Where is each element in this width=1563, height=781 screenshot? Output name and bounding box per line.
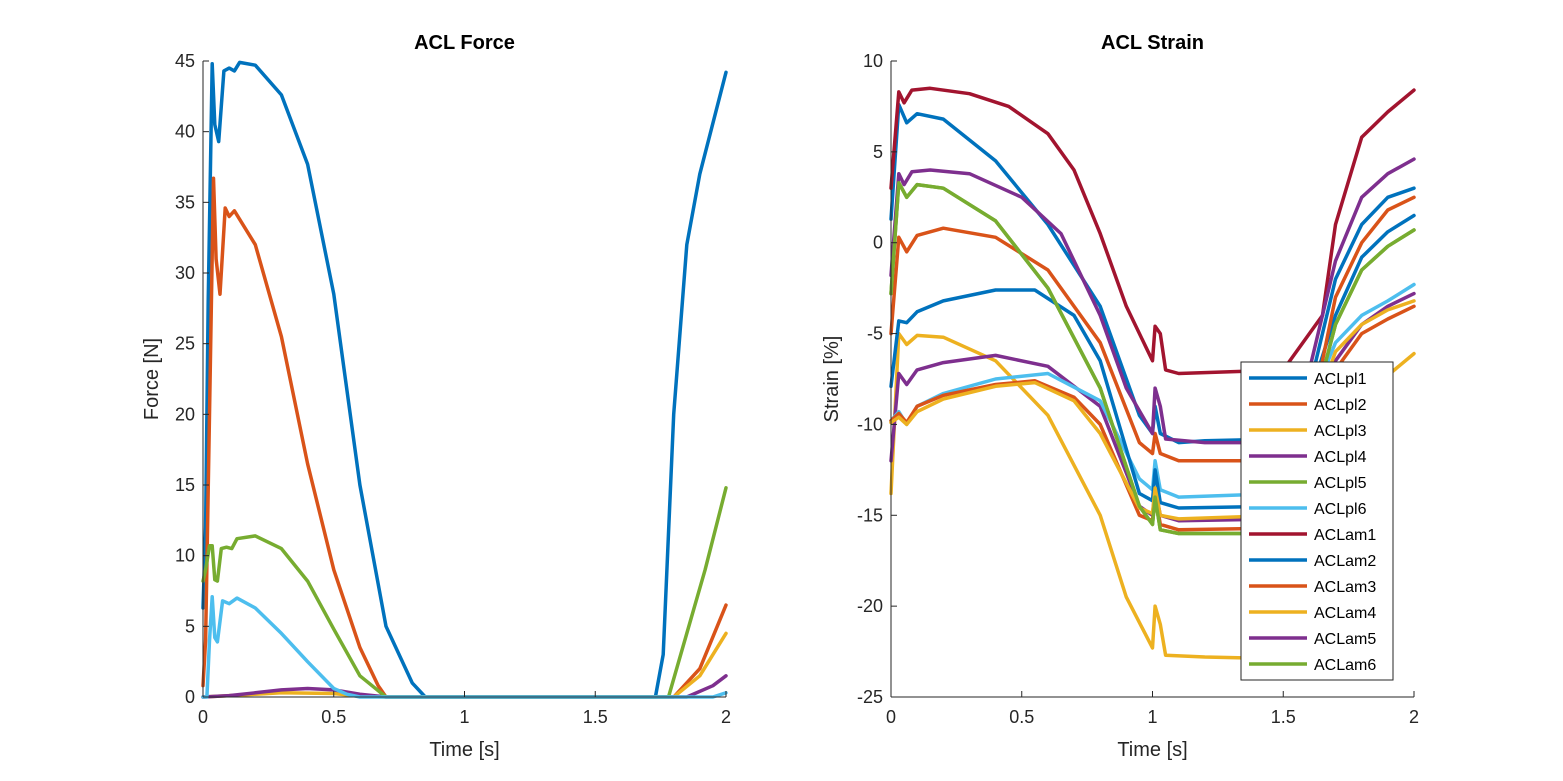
legend-label-aclam4: ACLam4: [1314, 605, 1376, 622]
strain-y-tick-label: 10: [863, 51, 883, 71]
force-x-axis-label: Time [s]: [429, 739, 499, 761]
force-plot-area: [203, 61, 726, 697]
strain-x-tick-label: 0: [886, 707, 896, 727]
legend-label-aclam5: ACLam5: [1314, 631, 1376, 648]
force-y-tick-label: 25: [175, 334, 195, 354]
legend-label-aclpl5: ACLpl5: [1314, 475, 1367, 492]
force-y-tick-label: 15: [175, 475, 195, 495]
force-chart-title: ACL Force: [414, 32, 515, 54]
force-y-axis-label: Force [N]: [141, 338, 163, 420]
force-y-tick-label: 45: [175, 51, 195, 71]
strain-y-tick-label: -20: [857, 596, 883, 616]
strain-y-axis-label: Strain [%]: [821, 336, 843, 423]
strain-x-axis-label: Time [s]: [1117, 739, 1187, 761]
strain-y-tick-label: -5: [867, 324, 883, 344]
legend-label-aclpl4: ACLpl4: [1314, 449, 1367, 466]
force-series-line-1: [201, 60, 728, 699]
force-y-tick-label: 35: [175, 192, 195, 212]
force-y-tick-label: 20: [175, 404, 195, 424]
legend-label-aclam2: ACLam2: [1314, 553, 1376, 570]
strain-y-tick-label: 0: [873, 233, 883, 253]
force-y-tick-label: 10: [175, 546, 195, 566]
strain-y-tick-label: -25: [857, 687, 883, 707]
force-x-tick-label: 0.5: [321, 707, 346, 727]
strain-axes: 0 0.5 1 1.5 2 -25 -20 -15 -10 -5 0 5 10: [857, 51, 1419, 727]
legend-label-aclpl3: ACLpl3: [1314, 423, 1367, 440]
strain-x-tick-label: 0.5: [1009, 707, 1034, 727]
force-x-tick-label: 2: [721, 707, 731, 727]
strain-y-tick-label: -10: [857, 414, 883, 434]
force-x-tick-label: 1.5: [583, 707, 608, 727]
strain-series-line-11: [889, 157, 1416, 445]
legend-box: [1240, 361, 1394, 681]
force-series-lines: [201, 60, 728, 699]
force-y-tick-label: 5: [185, 616, 195, 636]
legend-label-aclpl2: ACLpl2: [1314, 397, 1367, 414]
legend-label-aclpl6: ACLpl6: [1314, 501, 1367, 518]
strain-x-tick-label: 1: [1147, 707, 1157, 727]
legend-label-aclpl1: ACLpl1: [1314, 371, 1367, 388]
strain-x-tick-label: 1.5: [1271, 707, 1296, 727]
legend-label-aclam3: ACLam3: [1314, 579, 1376, 596]
strain-series-line-12: [889, 180, 1416, 536]
strain-y-tick-label: 5: [873, 142, 883, 162]
acl-strain-chart: 0 0.5 1 1.5 2 -25 -20 -15 -10 -5 0 5 10 ACL Strain T…: [821, 32, 1419, 761]
strain-legend: ACLpl1 ACLpl2 ACLpl3 ACLpl4 ACLpl5 ACLpl6 ACLa…: [1240, 361, 1394, 681]
force-x-tick-label: 1: [459, 707, 469, 727]
legend-label-aclam6: ACLam6: [1314, 657, 1376, 674]
strain-x-tick-label: 2: [1409, 707, 1419, 727]
strain-series-line-8: [889, 186, 1416, 510]
strain-chart-title: ACL Strain: [1101, 32, 1204, 54]
force-y-tick-label: 0: [185, 687, 195, 707]
strain-y-tick-label: -15: [857, 505, 883, 525]
force-y-tick-label: 30: [175, 263, 195, 283]
legend-label-aclam1: ACLam1: [1314, 527, 1376, 544]
force-y-tick-label: 40: [175, 122, 195, 142]
strain-series-lines: [889, 86, 1416, 661]
force-x-tick-label: 0: [198, 707, 208, 727]
strain-series-line-7: [889, 86, 1416, 376]
